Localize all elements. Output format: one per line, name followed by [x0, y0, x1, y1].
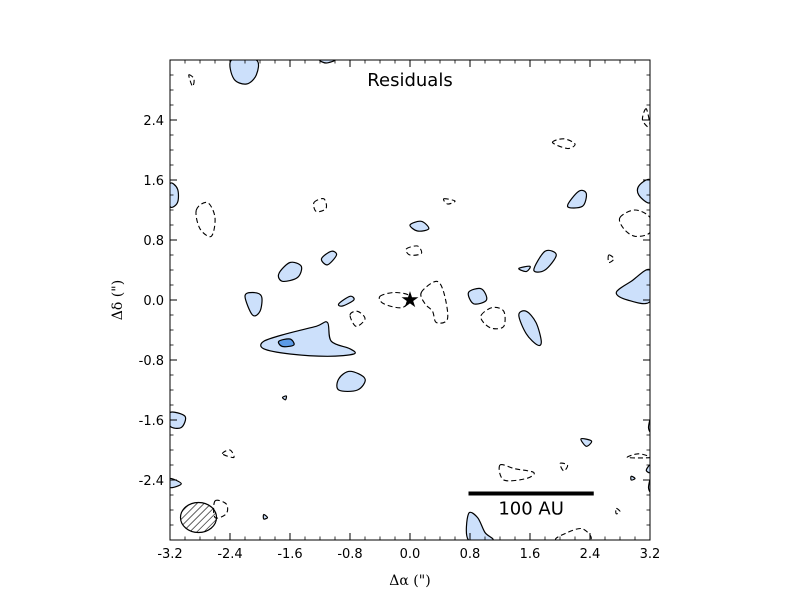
y-tick-label: 0.0 — [143, 294, 164, 309]
y-tick-label: -1.6 — [139, 414, 164, 429]
positive-contour — [260, 321, 356, 357]
positive-contour — [465, 511, 494, 540]
negative-contour — [349, 310, 366, 327]
strong-positive-contour — [277, 338, 295, 348]
scale-bar-label: 100 AU — [498, 499, 564, 520]
positive-contour — [170, 411, 187, 429]
y-tick-label: -0.8 — [139, 354, 164, 369]
negative-contour — [313, 198, 328, 213]
x-tick-label: 0.8 — [460, 547, 481, 562]
positive-contour — [244, 291, 263, 317]
positive-contour — [630, 475, 636, 481]
positive-contour — [337, 295, 355, 307]
positive-contour — [336, 370, 366, 393]
y-tick-label: 1.6 — [143, 174, 164, 189]
positive-contour — [636, 178, 650, 204]
positive-contour — [319, 60, 336, 64]
negative-contour — [213, 499, 229, 519]
positive-contour — [566, 189, 588, 209]
positive-contour — [170, 182, 180, 209]
y-tick-label: 0.8 — [143, 234, 164, 249]
beam-ellipse — [179, 501, 218, 534]
negative-contour — [405, 245, 423, 256]
positive-contour — [645, 464, 650, 474]
x-tick-label: -2.4 — [217, 547, 242, 562]
negative-contour — [641, 108, 650, 129]
positive-contour — [467, 287, 488, 305]
positive-contour — [262, 513, 269, 520]
x-tick-label: 3.2 — [640, 547, 661, 562]
negative-contour — [615, 507, 621, 515]
positive-contour — [518, 265, 531, 273]
negative-contour — [626, 453, 650, 459]
negative-contour — [221, 449, 235, 459]
positive-contour — [229, 60, 260, 85]
negative-contour — [378, 291, 411, 309]
ticks-layer: -3.2 -2.4 -1.6 -0.8 0.0 0.8 1.6 2.4 3.2 -2.4 -1.6 -… — [139, 59, 661, 562]
positive-contour — [281, 395, 288, 401]
x-tick-label: 2.4 — [580, 547, 601, 562]
negative-contour — [559, 462, 569, 472]
positive-contour — [320, 250, 338, 266]
positive-contour — [533, 249, 557, 273]
positive-contour — [277, 261, 303, 283]
negative-contour — [188, 74, 195, 87]
star-marker: ★ — [400, 288, 420, 313]
negative-contour — [618, 209, 650, 237]
positive-contour — [409, 220, 430, 232]
negative-contour — [420, 280, 449, 324]
positive-contour — [580, 437, 593, 447]
y-tick-label: -2.4 — [139, 474, 164, 489]
overlay-layer: 100 AU ★ — [179, 288, 594, 534]
x-axis-label: Δα (") — [389, 573, 430, 589]
negative-contour — [480, 306, 506, 330]
negative-contour — [551, 138, 576, 150]
chart-title: Residuals — [367, 70, 452, 91]
x-tick-label: -0.8 — [337, 547, 362, 562]
negative-contour — [554, 527, 592, 540]
x-tick-label: 0.0 — [400, 547, 421, 562]
contours-layer — [170, 60, 650, 540]
positive-contour — [518, 310, 542, 347]
negative-contour — [195, 201, 216, 238]
y-tick-label: 2.4 — [143, 114, 164, 129]
x-tick-label: -1.6 — [277, 547, 302, 562]
y-axis-label: Δδ (") — [110, 280, 126, 320]
x-tick-label: -3.2 — [157, 547, 182, 562]
positive-contour — [615, 268, 650, 305]
x-tick-label: 1.6 — [520, 547, 541, 562]
negative-contour — [607, 254, 615, 264]
